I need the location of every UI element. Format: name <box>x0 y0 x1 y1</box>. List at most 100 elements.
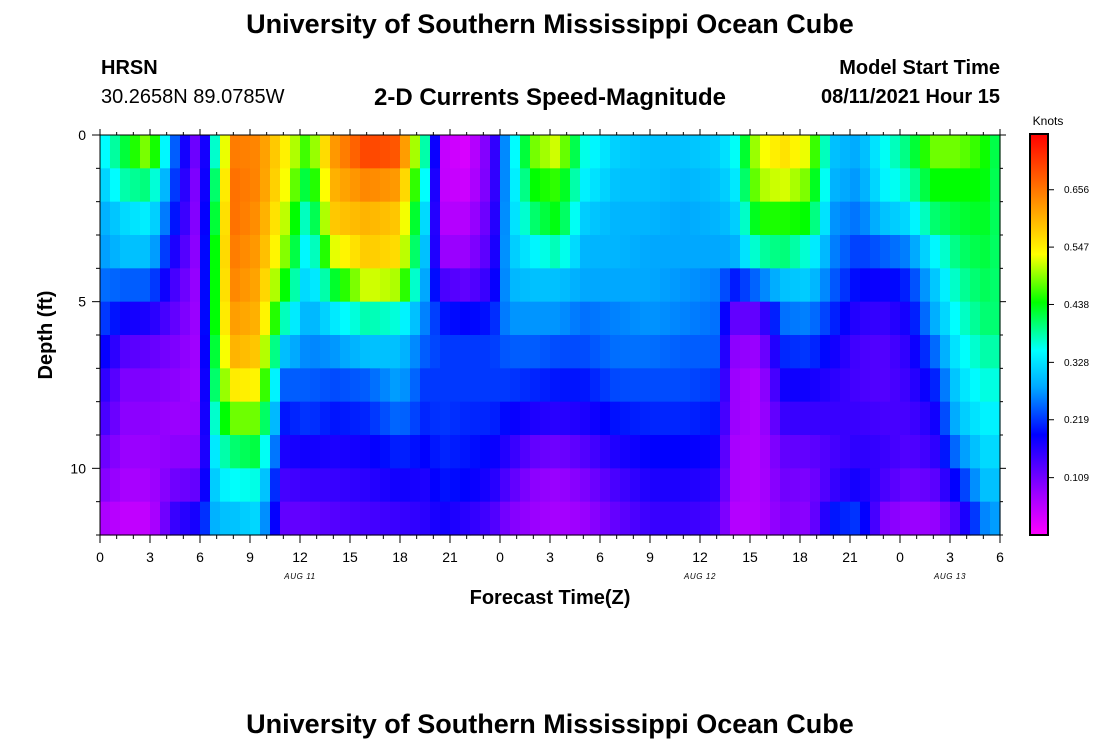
heatmap-cell <box>380 368 391 403</box>
heatmap-cell <box>440 235 451 269</box>
heatmap-cell <box>630 135 641 169</box>
heatmap-cells <box>100 135 1001 536</box>
heatmap-cell <box>150 268 161 303</box>
heatmap-cell <box>430 135 441 169</box>
heatmap-cell <box>120 135 131 169</box>
heatmap-cell <box>490 401 501 436</box>
heatmap-cell <box>960 168 971 203</box>
heatmap-cell <box>270 268 281 303</box>
heatmap-cell <box>720 335 731 369</box>
heatmap-cell <box>470 235 481 269</box>
heatmap-cell <box>660 268 671 303</box>
heatmap-cell <box>900 368 911 403</box>
heatmap-cell <box>740 335 751 369</box>
heatmap-cell <box>470 201 481 236</box>
heatmap-cell <box>140 435 151 469</box>
heatmap-cell <box>720 268 731 303</box>
heatmap-cell <box>640 468 651 503</box>
heatmap-cell <box>680 468 691 503</box>
heatmap-cell <box>200 401 211 436</box>
heatmap-cell <box>700 168 711 203</box>
heatmap-cell <box>560 235 571 269</box>
heatmap-cell <box>440 368 451 403</box>
heatmap-cell <box>490 201 501 236</box>
heatmap-cell <box>630 435 641 469</box>
heatmap-cell <box>510 468 521 503</box>
heatmap-cell <box>260 435 271 469</box>
colorbar-title: Knots <box>1033 114 1064 128</box>
heatmap-cell <box>590 368 601 403</box>
heatmap-cell <box>840 201 851 236</box>
heatmap-cell <box>990 168 1001 203</box>
heatmap-cell <box>480 368 491 403</box>
heatmap-cell <box>790 335 801 369</box>
heatmap-cell <box>370 435 381 469</box>
heatmap-cell <box>810 368 821 403</box>
heatmap-cell <box>540 168 551 203</box>
heatmap-cell <box>980 235 991 269</box>
heatmap-cell <box>350 435 361 469</box>
heatmap-cell <box>530 335 541 369</box>
heatmap-cell <box>850 335 861 369</box>
heatmap-cell <box>250 201 261 236</box>
colorbar-tick-label: 0.438 <box>1064 300 1089 311</box>
heatmap-cell <box>380 235 391 269</box>
heatmap-cell <box>800 435 811 469</box>
heatmap-cell <box>840 435 851 469</box>
heatmap-cell <box>270 501 281 536</box>
heatmap-cell <box>340 368 351 403</box>
heatmap-cell <box>650 201 661 236</box>
heatmap-cell <box>440 501 451 536</box>
heatmap-cell <box>190 301 201 336</box>
heatmap-cell <box>390 468 401 503</box>
heatmap-cell <box>680 268 691 303</box>
heatmap-cell <box>180 301 191 336</box>
heatmap-cell <box>530 401 541 436</box>
heatmap-cell <box>100 235 111 269</box>
heatmap-cell <box>390 135 401 169</box>
heatmap-cell <box>570 368 581 403</box>
heatmap-cell <box>180 335 191 369</box>
heatmap-cell <box>280 368 291 403</box>
heatmap-cell <box>420 435 431 469</box>
heatmap-cell <box>370 135 381 169</box>
heatmap-cell <box>100 368 111 403</box>
heatmap-cell <box>460 301 471 336</box>
heatmap-cell <box>200 201 211 236</box>
heatmap-cell <box>780 301 791 336</box>
heatmap-cell <box>750 501 761 536</box>
heatmap-cell <box>830 501 841 536</box>
heatmap-cell <box>960 235 971 269</box>
heatmap-cell <box>300 401 311 436</box>
page-title: University of Southern Mississippi Ocean… <box>246 9 854 39</box>
heatmap-cell <box>700 135 711 169</box>
heatmap-cell <box>210 268 221 303</box>
heatmap-cell <box>370 468 381 503</box>
y-tick-label: 5 <box>78 294 86 310</box>
heatmap-cell <box>400 268 411 303</box>
heatmap-cell <box>170 435 181 469</box>
heatmap-cell <box>130 301 141 336</box>
heatmap-cell <box>310 201 321 236</box>
heatmap-cell <box>840 468 851 503</box>
heatmap-cell <box>110 168 121 203</box>
heatmap-cell <box>570 468 581 503</box>
heatmap-cell <box>960 201 971 236</box>
heatmap-cell <box>870 201 881 236</box>
heatmap-cell <box>510 435 521 469</box>
heatmap-cell <box>150 368 161 403</box>
heatmap-cell <box>170 401 181 436</box>
heatmap-cell <box>450 335 461 369</box>
heatmap-cell <box>550 435 561 469</box>
heatmap-cell <box>940 168 951 203</box>
heatmap-cell <box>400 235 411 269</box>
heatmap-cell <box>610 435 621 469</box>
heatmap-cell <box>940 468 951 503</box>
heatmap-cell <box>110 401 121 436</box>
heatmap-cell <box>670 401 681 436</box>
station-name: HRSN <box>101 57 158 79</box>
heatmap-cell <box>330 168 341 203</box>
heatmap-cell <box>920 501 931 536</box>
heatmap-cell <box>780 435 791 469</box>
heatmap-cell <box>730 401 741 436</box>
